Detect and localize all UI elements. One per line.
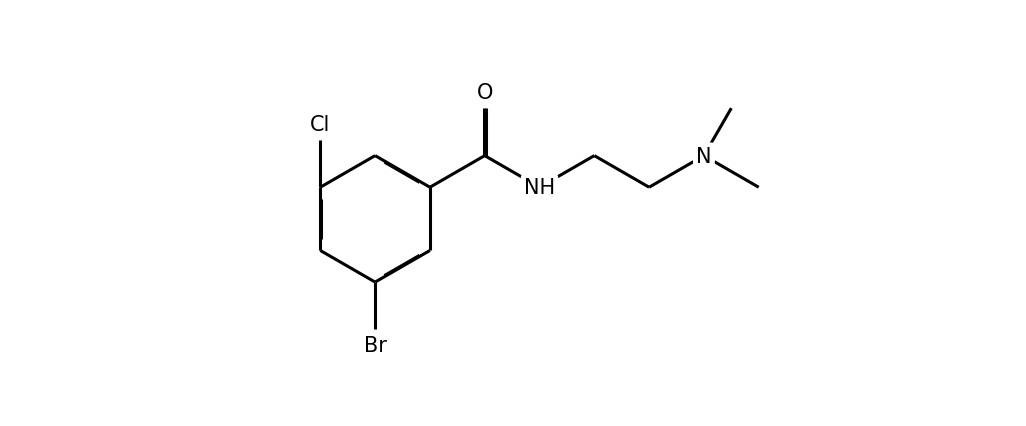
Text: NH: NH — [524, 178, 555, 198]
Text: N: N — [697, 146, 712, 166]
Text: Br: Br — [363, 336, 387, 355]
Text: Cl: Cl — [310, 115, 330, 135]
Text: O: O — [476, 83, 492, 103]
